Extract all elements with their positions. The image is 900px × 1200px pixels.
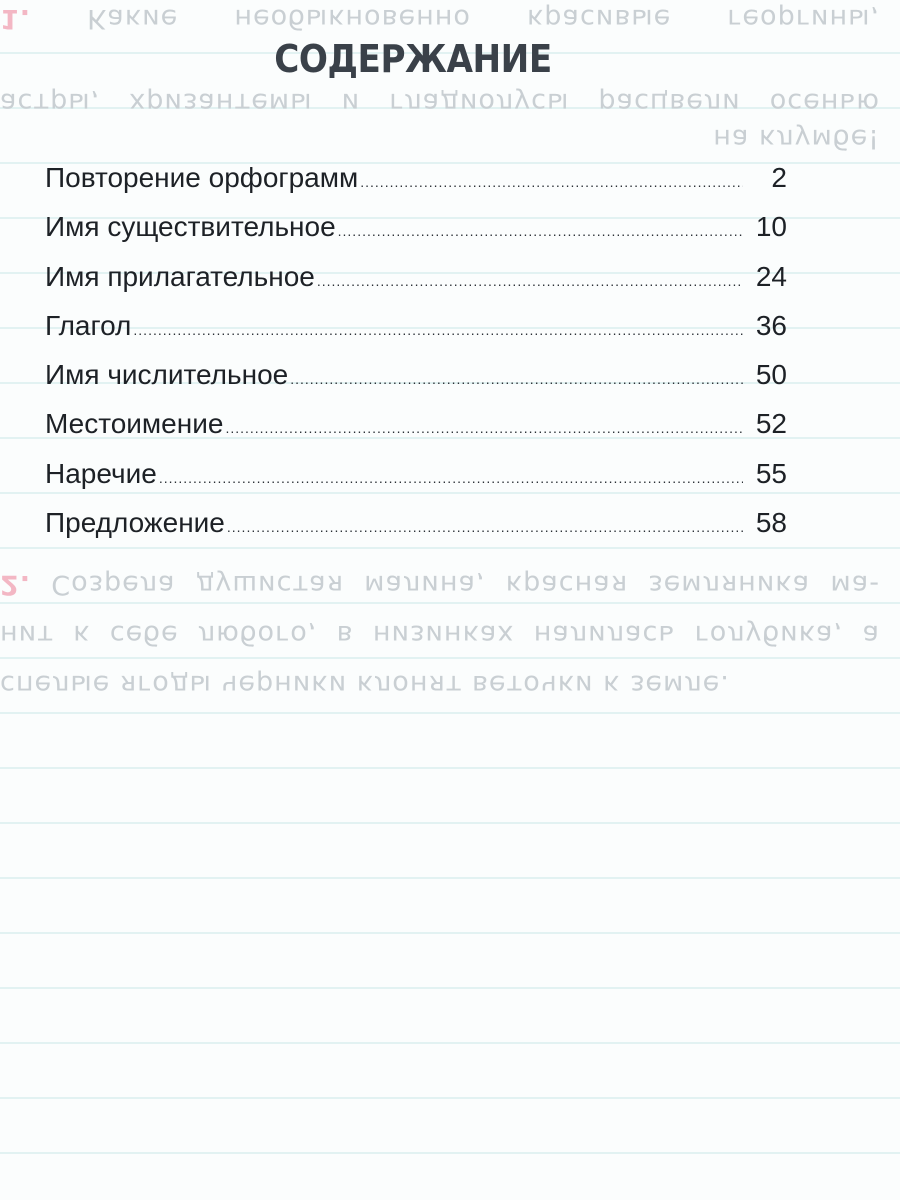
toc-entry[interactable]: Предложение 58 (45, 507, 787, 556)
toc-entry[interactable]: Повторение орфограмм 2 (45, 162, 787, 211)
toc-entry[interactable]: Глагол 36 (45, 310, 787, 359)
bleed-through-line: спелые ягоды черники клонят веточки к зе… (0, 669, 730, 700)
toc-entry-page: 2 (771, 162, 787, 193)
dot-leader (227, 519, 743, 535)
bleed-through-line: нит к себе любого, в низинках налилась г… (0, 619, 880, 650)
toc-entry-title: Глагол (45, 309, 132, 341)
toc-entry-title: Местоимение (45, 408, 224, 440)
page-title: СОДЕРЖАНИЕ (274, 37, 552, 81)
toc-entry[interactable]: Наречие 55 (45, 458, 787, 507)
toc-entry[interactable]: Имя числительное 50 (45, 359, 787, 408)
dot-leader (360, 174, 743, 190)
toc-entry-page: 24 (755, 260, 787, 292)
toc-entry-page: 58 (755, 507, 787, 539)
toc-entry-page: 36 (755, 309, 787, 341)
bleed-through-line: 2. Созрела душистая малина, красная земл… (0, 569, 880, 600)
dot-leader (290, 371, 743, 387)
dot-leader (225, 420, 743, 436)
dot-leader (338, 223, 743, 239)
toc-entry-title: Имя прилагательное (45, 260, 315, 292)
toc-entry-title: Имя числительное (45, 359, 289, 391)
dot-leader (159, 470, 743, 486)
toc-entry-page: 52 (755, 408, 787, 440)
table-of-contents: Повторение орфограмм 2 Имя существительно… (45, 162, 787, 556)
toc-entry-page: 50 (755, 359, 787, 391)
toc-entry-title: Имя существительное (45, 211, 336, 243)
toc-entry[interactable]: Имя прилагательное 24 (45, 261, 787, 310)
toc-entry-page: 10 (755, 211, 787, 243)
dot-leader (133, 322, 743, 338)
bleed-through-line: астры, хризантемы и гладиолусы расцвели … (0, 87, 880, 118)
toc-entry[interactable]: Имя существительное 10 (45, 211, 787, 260)
bleed-through-line: на клумбе! (713, 123, 880, 154)
bleed-through-line: 1. Какие необыкновенно красивые георгины… (0, 3, 880, 34)
toc-entry-page: 55 (755, 457, 787, 489)
toc-entry[interactable]: Местоимение 52 (45, 408, 787, 457)
toc-entry-title: Предложение (45, 507, 225, 539)
dot-leader (317, 273, 743, 289)
toc-entry-title: Повторение орфограмм (45, 162, 359, 193)
toc-entry-title: Наречие (45, 457, 157, 489)
